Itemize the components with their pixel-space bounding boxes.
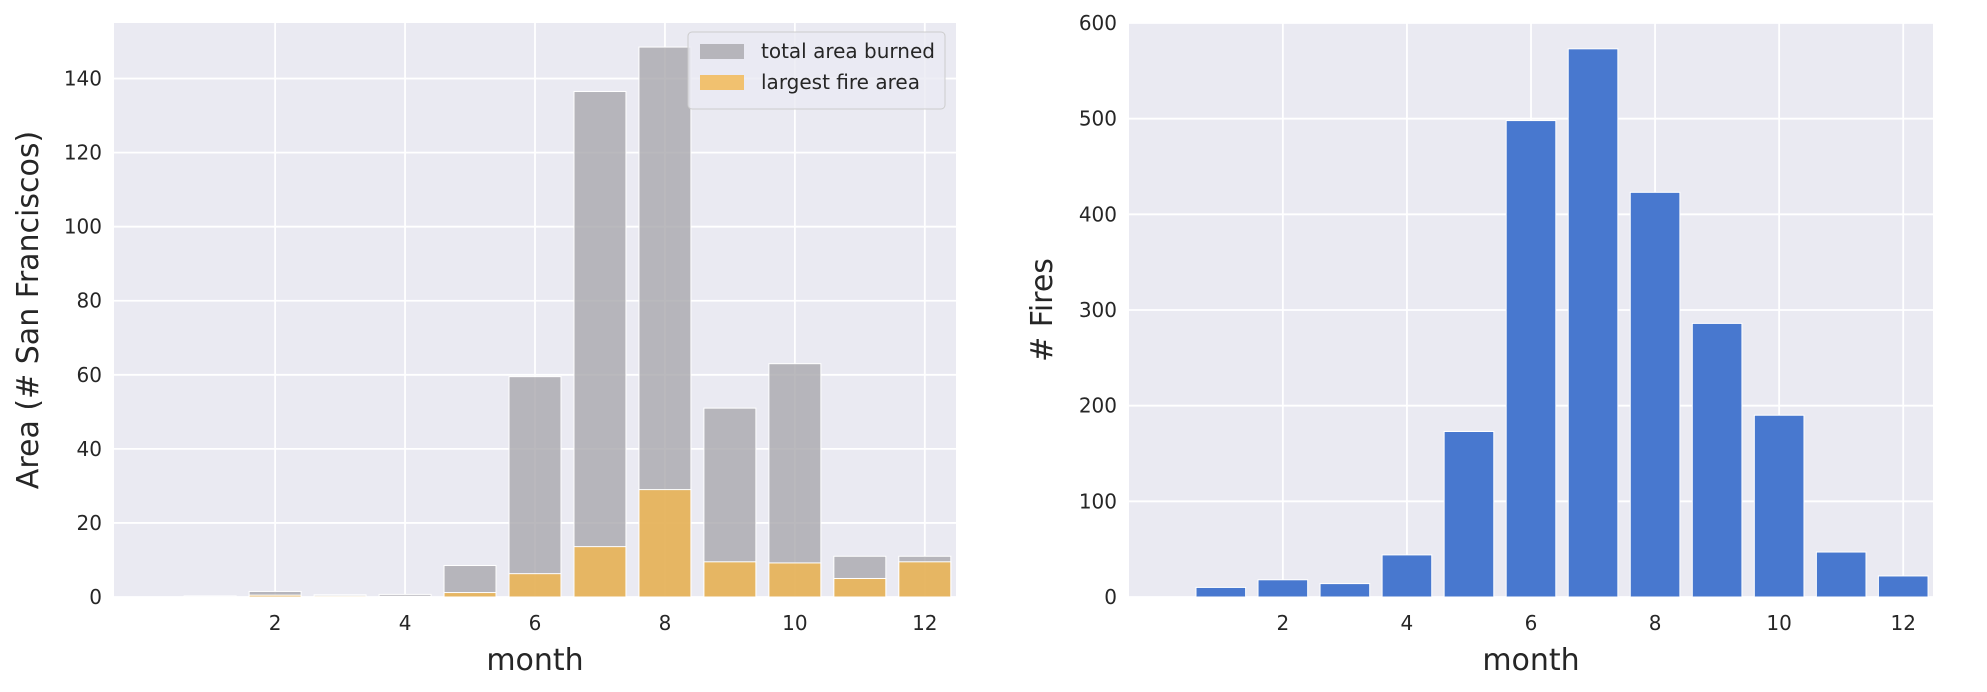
- x-axis-label: month: [486, 643, 583, 678]
- x-axis-label: month: [1482, 643, 1579, 678]
- bar-largest-fire-area-month-8: [638, 489, 692, 598]
- y-tick-label: 120: [64, 141, 102, 165]
- bar-total-area-burned-month-5: [443, 565, 497, 598]
- bar-largest-fire-area-month-4: [378, 595, 432, 598]
- x-tick-label: 12: [1890, 611, 1915, 635]
- x-tick-label: 12: [912, 611, 937, 635]
- bar-fires-month-4: [1381, 554, 1433, 598]
- legend: total area burned largest fire area: [687, 31, 946, 110]
- x-tick-label: 8: [659, 611, 672, 635]
- bar-fires-month-6: [1505, 120, 1557, 598]
- bar-fires-month-3: [1319, 583, 1371, 598]
- y-tick-label: 0: [89, 585, 102, 609]
- bar-largest-fire-area-month-12: [898, 561, 952, 598]
- bar-largest-fire-area-month-2: [248, 594, 302, 598]
- x-tick-label: 8: [1649, 611, 1662, 635]
- bar-fires-month-10: [1753, 414, 1805, 598]
- y-tick-label: 140: [64, 67, 102, 91]
- bar-fires-month-2: [1257, 579, 1309, 598]
- bar-largest-fire-area-month-7: [573, 546, 627, 598]
- y-tick-label: 0: [1104, 585, 1117, 609]
- x-tick-label: 10: [1766, 611, 1791, 635]
- fires-by-month-chart: 0 100 200 300 400 500 600 2 4 6 8 10 12 month # Fires: [1025, 11, 1933, 678]
- y-tick-label: 60: [77, 363, 102, 387]
- bar-largest-fire-area-month-10: [768, 562, 822, 598]
- bar-fires-month-8: [1629, 191, 1681, 598]
- x-tick-label: 10: [782, 611, 807, 635]
- x-tick-label: 6: [1525, 611, 1538, 635]
- y-tick-label: 200: [1079, 394, 1117, 418]
- legend-swatch: [700, 75, 744, 90]
- y-axis-label: Area (# San Franciscos): [11, 131, 46, 489]
- y-tick-label: 40: [77, 437, 102, 461]
- bar-total-area-burned-month-7: [573, 91, 627, 598]
- bar-largest-fire-area-month-6: [508, 573, 562, 598]
- y-tick-label: 300: [1079, 298, 1117, 322]
- bar-fires-month-12: [1877, 575, 1929, 598]
- y-tick-label: 400: [1079, 202, 1117, 226]
- legend-label: total area burned: [761, 39, 935, 63]
- bar-largest-fire-area-month-9: [703, 561, 757, 598]
- bar-total-area-burned-month-6: [508, 376, 562, 598]
- bar-fires-month-5: [1443, 430, 1495, 598]
- y-axis-label: # Fires: [1025, 258, 1060, 362]
- legend-swatch: [700, 44, 744, 59]
- x-tick-label: 6: [529, 611, 542, 635]
- x-tick-label: 2: [1276, 611, 1289, 635]
- bar-fires-month-7: [1567, 48, 1619, 598]
- bar-fires-month-11: [1815, 551, 1867, 598]
- y-tick-label: 80: [77, 289, 102, 313]
- x-tick-label: 2: [269, 611, 282, 635]
- bar-largest-fire-area-month-3: [313, 595, 367, 598]
- y-tick-label: 600: [1079, 11, 1117, 35]
- bar-fires-month-1: [1195, 586, 1247, 598]
- legend-frame: [687, 31, 946, 110]
- x-tick-label: 4: [1401, 611, 1414, 635]
- bar-fires-month-9: [1691, 322, 1743, 598]
- bar-largest-fire-area-month-5: [443, 592, 497, 598]
- bar-largest-fire-area-month-11: [833, 577, 887, 598]
- x-tick-label: 4: [399, 611, 412, 635]
- legend-label: largest fire area: [761, 70, 920, 94]
- y-tick-label: 100: [64, 215, 102, 239]
- y-tick-label: 20: [77, 511, 102, 535]
- bar-total-area-burned-month-10: [768, 363, 822, 598]
- y-tick-label: 100: [1079, 489, 1117, 513]
- y-tick-label: 500: [1079, 107, 1117, 131]
- area-by-month-chart: 0 20 40 60 80 100 120 140 2 4 6 8 10 12 month Area (# S…: [11, 23, 956, 678]
